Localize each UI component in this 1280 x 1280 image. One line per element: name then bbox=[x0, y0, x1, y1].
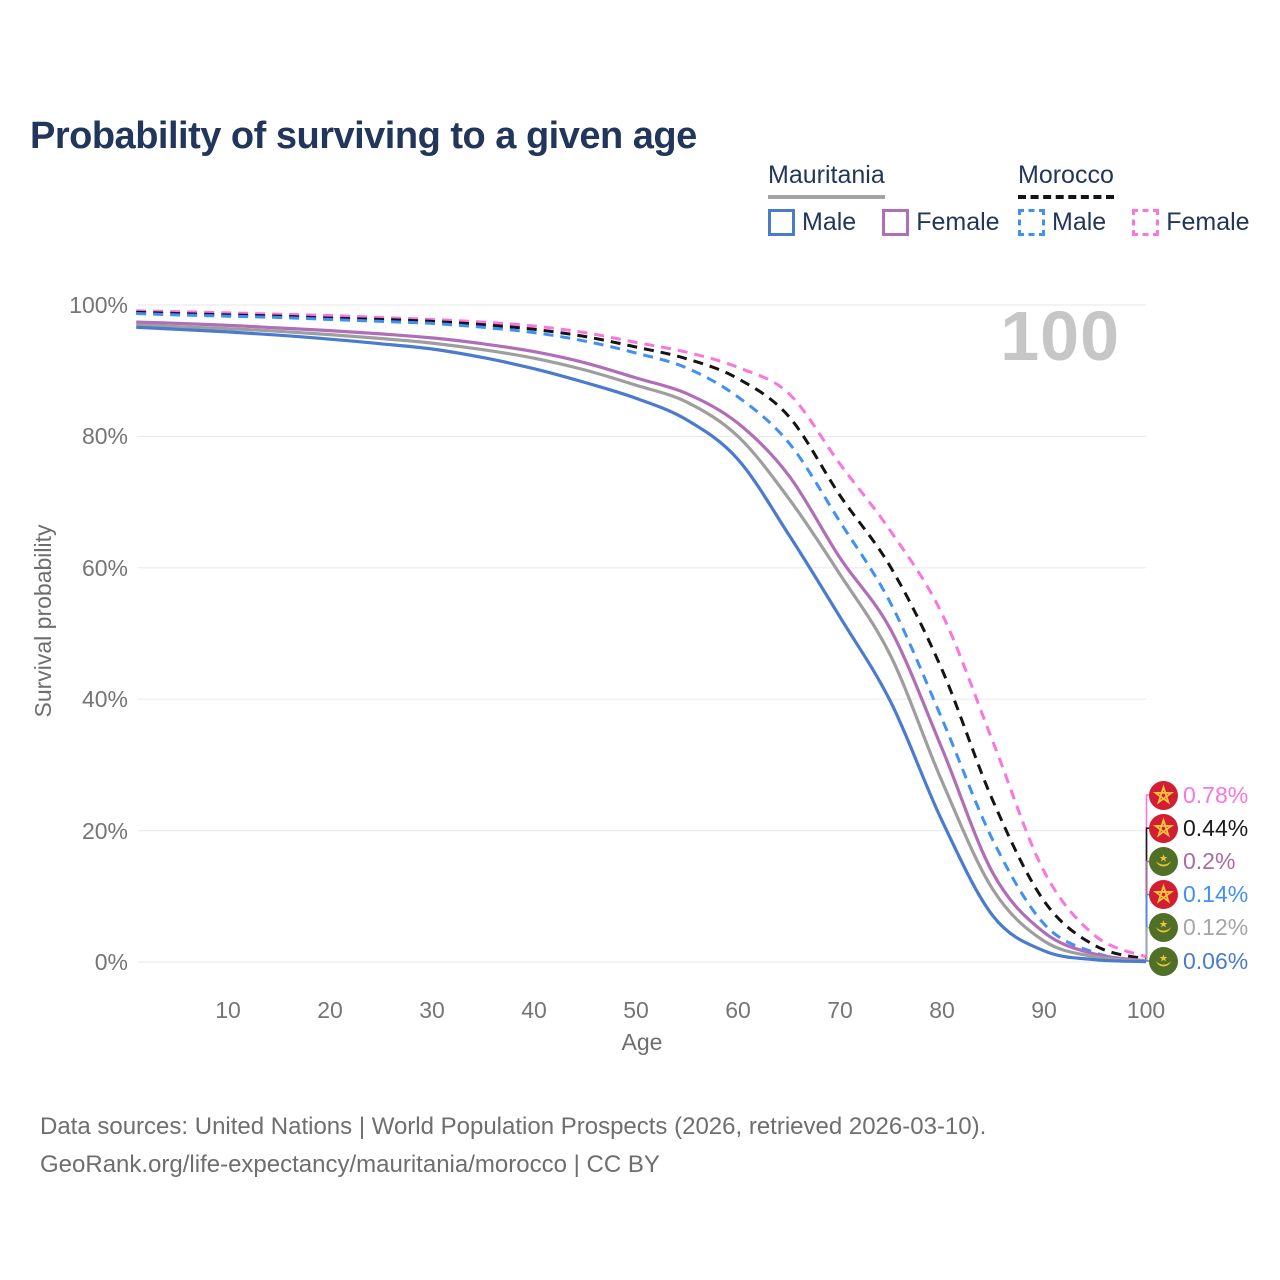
legend-item-morocco-male[interactable]: Male bbox=[1018, 208, 1106, 237]
legend-item-label: Male bbox=[1052, 208, 1107, 236]
legend-group-mauritania: Mauritania Male Female bbox=[768, 161, 1000, 237]
legend-swatch-icon bbox=[1132, 209, 1160, 236]
legend-group-title-morocco: Morocco bbox=[1018, 161, 1114, 199]
legend-item-mauritania-male[interactable]: Male bbox=[768, 208, 856, 237]
page-title: Probability of surviving to a given age bbox=[30, 115, 697, 158]
legend-items-morocco: Male Female bbox=[1018, 208, 1250, 237]
legend-group-title-mauritania: Mauritania bbox=[768, 161, 885, 199]
x-tick-label: 70 bbox=[827, 997, 853, 1023]
end-label-mauritania-02: 0.2% bbox=[1149, 846, 1235, 876]
flag-icon-morocco bbox=[1149, 880, 1178, 910]
x-tick-label: 60 bbox=[725, 997, 751, 1023]
y-tick-label: 60% bbox=[81, 554, 128, 581]
legend-item-label: Female bbox=[1166, 208, 1250, 236]
y-tick-label: 80% bbox=[81, 423, 128, 450]
series-line-mauritania-female bbox=[136, 320, 1147, 963]
series-line-mauritania-all bbox=[136, 323, 1147, 963]
y-tick-label: 20% bbox=[81, 817, 128, 844]
flag-icon-morocco bbox=[1149, 780, 1178, 810]
x-tick-label: 50 bbox=[623, 997, 649, 1023]
y-axis-title: Survival probability bbox=[30, 524, 56, 718]
x-tick-label: 20 bbox=[317, 997, 343, 1023]
x-tick-label: 90 bbox=[1031, 997, 1057, 1023]
series-line-morocco-male bbox=[136, 312, 1147, 963]
x-tick-label: 40 bbox=[521, 997, 547, 1023]
legend-items-mauritania: Male Female bbox=[768, 208, 1000, 237]
legend-swatch-icon bbox=[1018, 209, 1045, 236]
legend-swatch-icon bbox=[768, 209, 795, 236]
legend-item-label: Male bbox=[802, 208, 857, 236]
end-label-value: 0.2% bbox=[1183, 847, 1236, 874]
y-tick-label: 0% bbox=[94, 949, 128, 975]
end-label-value: 0.44% bbox=[1183, 814, 1249, 841]
end-label-value: 0.14% bbox=[1183, 881, 1249, 908]
flag-icon-mauritania bbox=[1149, 913, 1178, 943]
end-label-value: 0.12% bbox=[1183, 914, 1249, 941]
x-axis-title: Age bbox=[621, 1029, 663, 1055]
x-tick-label: 10 bbox=[215, 997, 241, 1023]
legend-group-morocco: Morocco Male Female bbox=[1018, 161, 1250, 237]
end-label-mauritania-012: 0.12% bbox=[1149, 913, 1248, 943]
end-label-value: 0.78% bbox=[1183, 781, 1249, 808]
y-tick-label: 40% bbox=[81, 686, 128, 713]
legend-swatch-icon bbox=[882, 209, 910, 236]
legend-item-morocco-female[interactable]: Female bbox=[1132, 208, 1250, 237]
legend-item-mauritania-female[interactable]: Female bbox=[882, 208, 1000, 237]
x-tick-label: 80 bbox=[929, 997, 955, 1023]
flag-icon-mauritania bbox=[1149, 946, 1178, 976]
y-tick-label: 100% bbox=[69, 292, 128, 318]
end-label-mauritania-006: 0.06% bbox=[1149, 946, 1248, 976]
end-label-morocco-078: 0.78% bbox=[1149, 780, 1248, 810]
series-line-morocco-female bbox=[136, 309, 1147, 959]
watermark-age-100: 100 bbox=[1000, 297, 1120, 375]
data-source-note: Data sources: United Nations | World Pop… bbox=[40, 1108, 986, 1184]
end-label-morocco-044: 0.44% bbox=[1149, 813, 1248, 843]
x-tick-label: 30 bbox=[419, 997, 445, 1023]
flag-icon-mauritania bbox=[1149, 846, 1178, 876]
series-line-mauritania-male bbox=[136, 325, 1147, 964]
x-tick-label: 100 bbox=[1126, 997, 1166, 1023]
end-label-morocco-014: 0.14% bbox=[1149, 880, 1248, 910]
flag-icon-morocco bbox=[1149, 813, 1178, 843]
legend-item-label: Female bbox=[916, 208, 1000, 236]
data-source-line1: Data sources: United Nations | World Pop… bbox=[40, 1113, 987, 1140]
data-source-line2: GeoRank.org/life-expectancy/mauritania/m… bbox=[40, 1151, 660, 1178]
series-line-morocco-all bbox=[136, 310, 1147, 961]
end-label-value: 0.06% bbox=[1183, 947, 1249, 974]
